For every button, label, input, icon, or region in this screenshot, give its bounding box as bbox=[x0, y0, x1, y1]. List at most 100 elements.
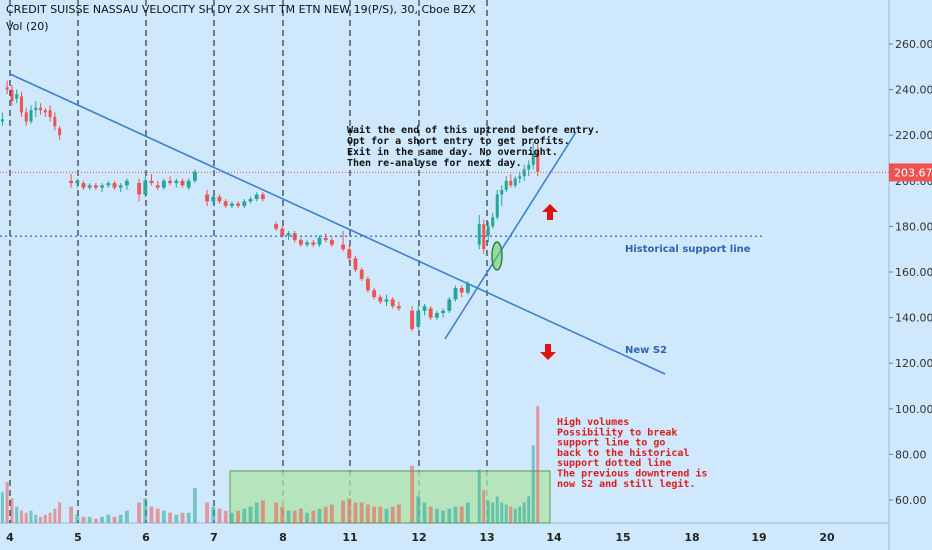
y-tick-label: 120.00 bbox=[895, 357, 932, 370]
new-s2-label: New S2 bbox=[625, 345, 667, 356]
volume-bar bbox=[341, 500, 346, 523]
x-tick-label: 11 bbox=[342, 531, 357, 544]
candle-body bbox=[378, 297, 383, 302]
volume-bar bbox=[118, 514, 123, 523]
volume-bar bbox=[465, 502, 470, 523]
volume-bar bbox=[536, 406, 540, 523]
volume-bar bbox=[292, 510, 297, 523]
volume-bar bbox=[53, 508, 57, 523]
candle-body bbox=[434, 313, 439, 318]
candle-body bbox=[280, 228, 285, 236]
candle-body bbox=[236, 203, 241, 206]
x-tick-label: 12 bbox=[411, 531, 426, 544]
volume-bar bbox=[522, 502, 526, 523]
volume-bar bbox=[87, 516, 92, 523]
candle-body bbox=[29, 110, 33, 122]
x-tick-label: 13 bbox=[479, 531, 494, 544]
volume-bar bbox=[531, 445, 535, 523]
volume-bar bbox=[500, 502, 504, 523]
candle-body bbox=[317, 237, 322, 245]
volume-bar bbox=[298, 508, 303, 523]
candle-body bbox=[531, 153, 535, 165]
candle-body bbox=[522, 169, 526, 177]
candle-body bbox=[347, 249, 352, 259]
volume-bar bbox=[10, 498, 14, 523]
candle-body bbox=[192, 171, 197, 181]
candle-body bbox=[143, 180, 148, 195]
volume-bar bbox=[149, 506, 154, 523]
candle-body bbox=[486, 226, 490, 236]
candle-body bbox=[305, 242, 310, 245]
volume-bar bbox=[236, 510, 241, 523]
volume-bar bbox=[5, 482, 9, 523]
volume-note-line: Possibility to break bbox=[557, 426, 677, 438]
candle-body bbox=[155, 185, 160, 188]
candle-body bbox=[359, 269, 364, 279]
candle-body bbox=[311, 242, 316, 245]
volume-bar bbox=[260, 500, 265, 523]
candle-body bbox=[248, 199, 253, 202]
volume-bar bbox=[43, 514, 47, 523]
candle-body bbox=[390, 299, 395, 307]
volume-bar bbox=[317, 508, 322, 523]
candle-body bbox=[365, 278, 370, 291]
candle-body bbox=[186, 180, 191, 188]
downtrend-line-new-s2 bbox=[9, 73, 666, 375]
x-tick-label: 6 bbox=[142, 531, 150, 544]
volume-bar bbox=[93, 518, 98, 523]
historical-support-label: Historical support line bbox=[625, 244, 751, 255]
volume-bar bbox=[81, 516, 86, 523]
volume-bar bbox=[58, 502, 62, 523]
strategy-note-line: Exit in the same day. No overnight. bbox=[347, 146, 558, 158]
up-arrow-icon bbox=[542, 204, 558, 220]
candle-body bbox=[254, 194, 259, 200]
volume-note-line: back to the historical bbox=[557, 447, 689, 459]
volume-bar bbox=[323, 506, 328, 523]
volume-bar bbox=[248, 506, 253, 523]
volume-bar bbox=[29, 510, 33, 523]
uptrend-support-line bbox=[444, 131, 577, 340]
volume-note-line: support dotted line bbox=[557, 457, 671, 469]
candle-body bbox=[39, 107, 43, 111]
volume-bar bbox=[441, 510, 446, 523]
candle-body bbox=[43, 110, 47, 113]
candle-body bbox=[24, 112, 28, 122]
volume-bar bbox=[434, 508, 439, 523]
y-tick-label: 220.00 bbox=[895, 129, 932, 142]
candle-body bbox=[69, 180, 74, 184]
volume-bar bbox=[75, 514, 80, 523]
candle-body bbox=[168, 180, 173, 184]
x-tick-label: 14 bbox=[546, 531, 562, 544]
volume-bar bbox=[384, 508, 389, 523]
volume-indicator-label[interactable]: Vol (20) bbox=[6, 20, 49, 33]
candle-body bbox=[504, 180, 508, 190]
volume-bar bbox=[124, 510, 129, 523]
candle-body bbox=[428, 308, 433, 318]
y-tick-label: 80.00 bbox=[895, 448, 927, 461]
x-tick-label: 5 bbox=[74, 531, 82, 544]
volume-bar bbox=[459, 506, 464, 523]
volume-bar bbox=[106, 514, 111, 523]
candle-body bbox=[536, 151, 540, 172]
candle-body bbox=[518, 176, 522, 179]
volume-bar bbox=[34, 514, 38, 523]
candle-body bbox=[500, 189, 504, 195]
volume-bar bbox=[48, 512, 52, 523]
y-tick-label: 240.00 bbox=[895, 84, 932, 97]
volume-bar bbox=[453, 506, 458, 523]
volume-bar bbox=[509, 506, 513, 523]
volume-bar bbox=[410, 465, 415, 523]
candle-body bbox=[416, 310, 421, 327]
candle-body bbox=[19, 96, 23, 113]
x-tick-label: 4 bbox=[6, 531, 14, 544]
volume-bar bbox=[365, 504, 370, 523]
candle-body bbox=[353, 258, 358, 270]
volume-bar bbox=[186, 512, 191, 523]
volume-bar bbox=[39, 516, 43, 523]
volume-bar bbox=[372, 506, 377, 523]
candle-body bbox=[75, 180, 80, 184]
volume-note-line: The previous downtrend is bbox=[557, 468, 708, 480]
volume-bar bbox=[518, 506, 522, 523]
candle-body bbox=[298, 240, 303, 245]
